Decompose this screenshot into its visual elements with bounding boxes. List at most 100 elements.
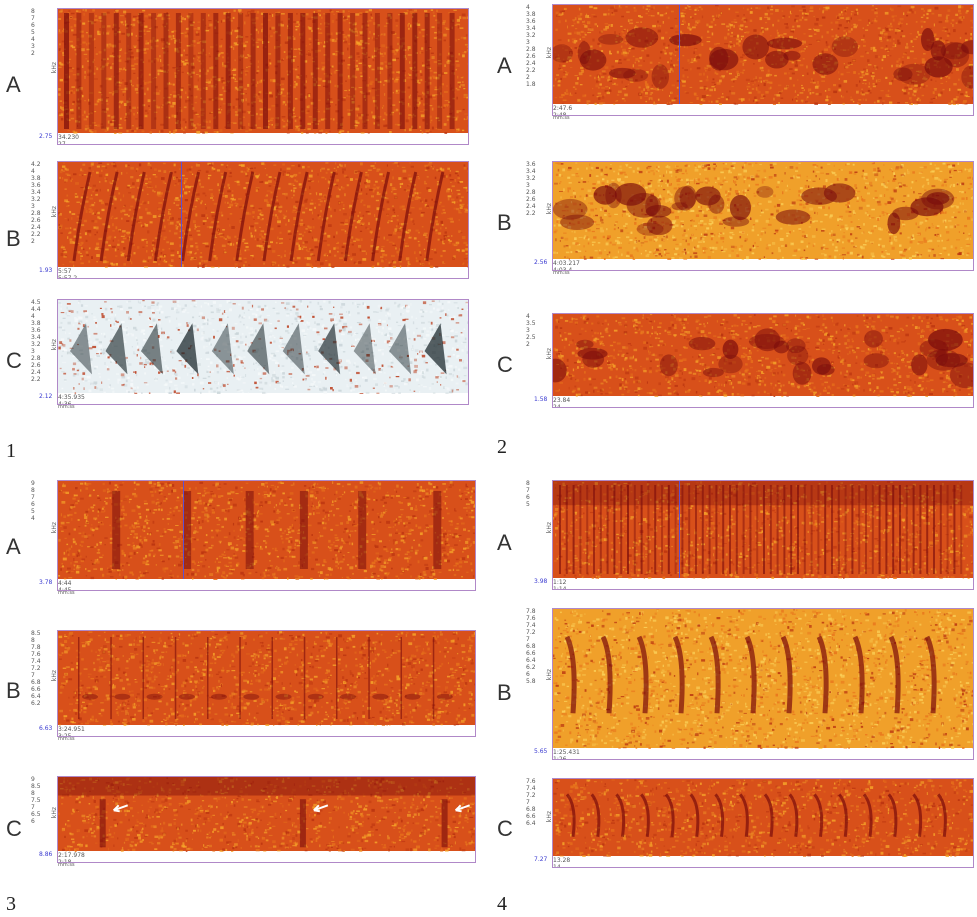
y-tick-label: 7.8 [31, 644, 41, 651]
x-tick-label: 5:57 [58, 268, 72, 275]
y-marker-value: 1.58 [534, 396, 548, 403]
x-tick-label: 4:03.4 [553, 267, 573, 271]
y-tick-label: 6.6 [31, 686, 41, 693]
spectrogram-texture [58, 631, 475, 728]
y-tick-label: 3.6 [31, 327, 41, 334]
cursor-line [181, 162, 182, 267]
panel-label-2b: B [497, 210, 512, 235]
x-unit-label: mm:ss [58, 862, 75, 868]
x-tick-label: 3:25 [58, 733, 72, 737]
y-tick-label: 2.2 [31, 231, 41, 238]
x-axis-1c: 4:35.9354:364:36.24:36.44:36.64:36.84:37… [58, 394, 468, 404]
x-axis-2a: 2:47.62:482:48.22:48.42:48.62:48.82:492:… [553, 105, 973, 115]
y-tick-label: 6 [31, 818, 35, 825]
y-tick-label: 7.4 [526, 785, 536, 792]
y-axis-3b: 8.5 8 7.8 7.6 7.4 7.2 7 6.8 6.6 6.4 6.2 [31, 630, 53, 724]
figure-number-4: 4 [497, 893, 507, 915]
y-tick-label: 2.6 [526, 53, 536, 60]
y-tick-label: 8 [526, 480, 530, 487]
x-tick-label: 4:45 [58, 587, 72, 591]
spectrogram-2b: 4:03.2174:03.44:03.64:03.84:044:04.24:04… [552, 161, 974, 271]
y-tick-label: 2.8 [31, 210, 41, 217]
y-tick-label: 2.6 [31, 362, 41, 369]
y-tick-label: 7.4 [526, 622, 536, 629]
y-tick-label: 5 [31, 29, 35, 36]
y-tick-label: 8.5 [31, 783, 41, 790]
y-unit-label: kHz [546, 810, 554, 822]
y-tick-label: 2.4 [31, 224, 41, 231]
y-axis-1b: 4.2 4 3.8 3.6 3.4 3.2 3 2.8 2.6 2.4 2.2 2 [31, 161, 53, 266]
x-axis-2b: 4:03.2174:03.44:03.64:03.84:044:04.24:04… [553, 260, 973, 270]
x-tick-label: 27 [58, 141, 66, 145]
y-tick-label: 5 [31, 508, 35, 515]
y-tick-label: 7 [526, 799, 530, 806]
y-tick-label: 2 [31, 50, 35, 57]
spectrogram-1c: 4:35.9354:364:36.24:36.44:36.64:36.84:37… [57, 299, 469, 405]
y-tick-label: 7 [526, 487, 530, 494]
y-tick-label: 8 [31, 487, 35, 494]
y-unit-label: kHz [51, 206, 59, 218]
panel-label-3c: C [6, 816, 22, 841]
spectrogram-1a: 34.230272829303132333435 [57, 8, 469, 145]
y-tick-label: 3 [526, 182, 530, 189]
y-tick-label: 5.8 [526, 678, 536, 685]
x-unit-label: mm:ss [58, 404, 75, 410]
spectrogram-texture [553, 779, 973, 859]
y-tick-label: 2.8 [31, 355, 41, 362]
y-axis-1c: 4.5 4.4 4 3.8 3.6 3.4 3.2 3 2.8 2.6 2.4 2.2 [31, 299, 53, 392]
y-tick-label: 3.6 [526, 18, 536, 25]
y-tick-label: 3 [31, 203, 35, 210]
y-tick-label: 6 [526, 671, 530, 678]
y-marker-value: 2.75 [39, 133, 53, 140]
x-start-time: 1:25.431 [553, 749, 580, 756]
y-tick-label: 7.6 [526, 615, 536, 622]
y-tick-label: 2.2 [31, 376, 41, 383]
y-tick-label: 6.6 [526, 813, 536, 820]
panel-label-4b: B [497, 680, 512, 705]
y-tick-label: 3.4 [31, 189, 41, 196]
y-tick-label: 2.6 [31, 217, 41, 224]
y-tick-label: 2.2 [526, 210, 536, 217]
x-tick-label: 5:57.2 [58, 275, 78, 279]
x-axis-4c: 13.281415161718192021222324 [553, 857, 973, 867]
y-tick-label: 6 [31, 22, 35, 29]
spectrogram-texture [58, 481, 475, 582]
y-tick-label: 8 [31, 8, 35, 15]
x-tick-label: 1:12 [553, 579, 567, 586]
y-unit-label: kHz [546, 521, 554, 533]
panel-label-1c: C [6, 348, 22, 373]
spectrogram-texture [58, 162, 468, 270]
y-tick-label: 3.5 [526, 320, 536, 327]
y-axis-4b: 7.8 7.6 7.4 7.2 7 6.8 6.6 6.4 6.2 6 5.8 [526, 608, 548, 747]
x-axis-2c: 23.842424.52525.52626.527 [553, 397, 973, 407]
spectrogram-texture [58, 9, 468, 136]
figure-number-2: 2 [497, 436, 507, 458]
spectrogram-texture [553, 162, 973, 262]
y-tick-label: 7 [526, 636, 530, 643]
x-tick-label: 14 [553, 864, 561, 868]
y-marker-value: 7.27 [534, 856, 548, 863]
y-axis-2a: 4 3.8 3.6 3.4 3.2 3 2.8 2.6 2.4 2.2 2 1.8 [526, 4, 548, 103]
y-tick-label: 2.4 [526, 203, 536, 210]
panel-label-4c: C [497, 816, 513, 841]
x-start-time: 13.28 [553, 857, 571, 864]
y-tick-label: 4 [526, 313, 530, 320]
y-tick-label: 6 [31, 501, 35, 508]
y-marker-value: 5.65 [534, 748, 548, 755]
y-tick-label: 7.2 [526, 792, 536, 799]
spectrogram-1b: 5:575:57.25:57.45:57.65:57.85:585:58.25:… [57, 161, 469, 279]
y-unit-label: kHz [546, 347, 554, 359]
x-axis-3b: 3:24.9513:253:263:273:283:293:303:313:32… [58, 726, 475, 736]
y-tick-label: 7 [31, 804, 35, 811]
y-tick-label: 3.6 [526, 161, 536, 168]
y-tick-label: 7.2 [526, 629, 536, 636]
x-tick-label: 4:36 [58, 401, 72, 405]
y-tick-label: 8 [31, 637, 35, 644]
y-tick-label: 6.4 [526, 657, 536, 664]
y-tick-label: 5 [526, 501, 530, 508]
y-tick-label: 3.4 [31, 334, 41, 341]
y-tick-label: 3.2 [31, 196, 41, 203]
y-marker-value: 1.93 [39, 267, 53, 274]
